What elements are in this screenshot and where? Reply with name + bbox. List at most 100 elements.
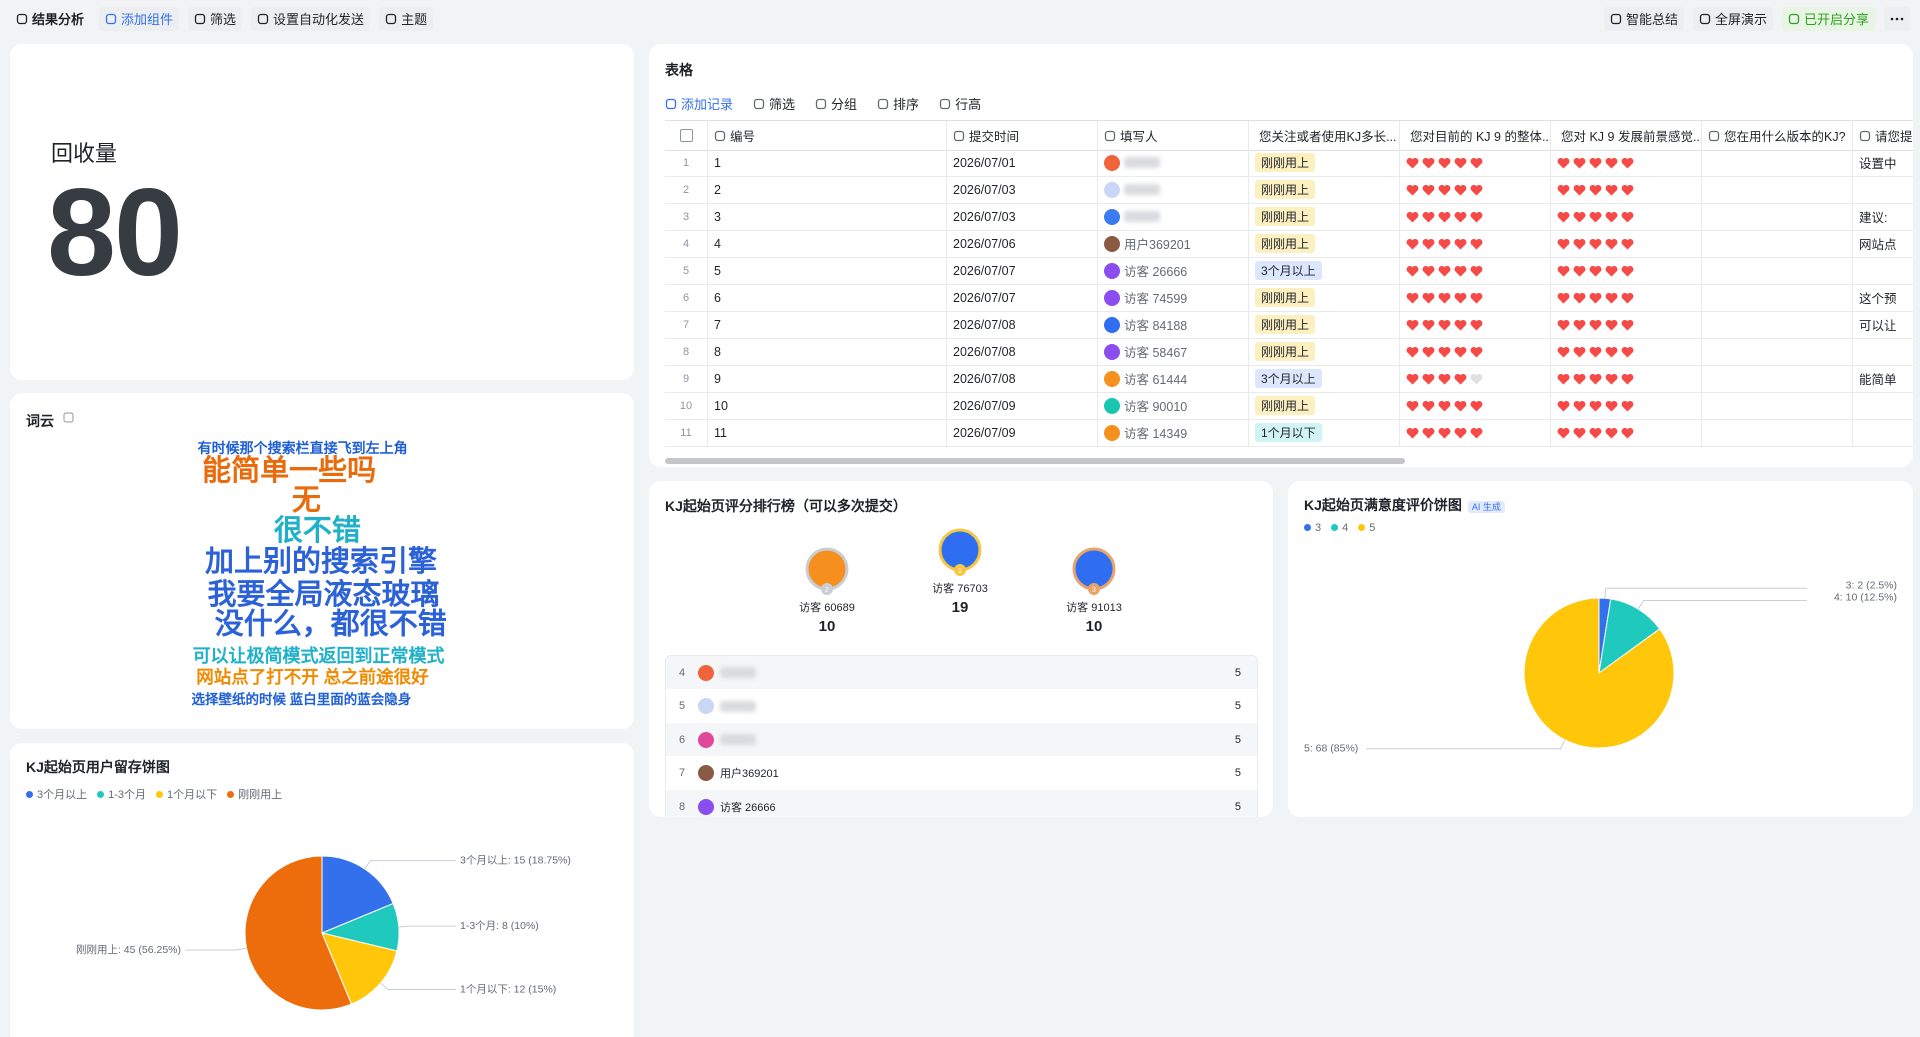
rank-badge [954, 564, 966, 576]
table-cell: 9 [708, 365, 947, 392]
table-tool[interactable]: 添加记录 [665, 94, 733, 113]
table-cell [1400, 149, 1551, 176]
heart-shape [1438, 184, 1451, 195]
table-cell: 11 [708, 419, 947, 446]
table-card: 表格 添加记录 筛选 分组 排序 行高 编号 提交时间 填写人 您关注或者使用KJ多长... 您… [649, 44, 1913, 467]
rating [1557, 157, 1634, 169]
table-cell: 设置中 [1853, 149, 1913, 176]
row-index: 1 [665, 149, 708, 176]
heart [1621, 319, 1634, 330]
legend-swatch [227, 791, 235, 798]
heart [1406, 373, 1419, 384]
toolbar-button[interactable]: 筛选 [188, 6, 243, 31]
avatar [1104, 316, 1120, 333]
heart [1557, 184, 1570, 195]
toolbar-button[interactable]: 设置自动化发送 [251, 6, 371, 31]
column-name: 您关注或者使用KJ多长... [1259, 130, 1397, 144]
table-tool[interactable]: 排序 [877, 94, 919, 113]
word: 加上别的搜索引擎 [205, 544, 437, 578]
heart [1438, 157, 1451, 168]
option-tag: 3个月以上 [1255, 369, 1322, 388]
heart-shape [1470, 292, 1483, 303]
heart-shape [1438, 373, 1451, 384]
heart [1438, 184, 1451, 195]
toolbar-button[interactable]: 全屏演示 [1692, 6, 1773, 31]
icon-shape [815, 98, 827, 109]
toolbar-button[interactable]: 智能总结 [1603, 6, 1684, 31]
header-cell[interactable]: 编号 [708, 121, 947, 150]
header-cell[interactable]: 请您提 [1853, 121, 1913, 150]
heart-shape [1557, 292, 1570, 303]
table-cell: 1 [708, 149, 947, 176]
blurred-name [720, 700, 756, 712]
avatar [698, 765, 714, 781]
heart [1406, 265, 1419, 276]
leader-line [398, 925, 456, 928]
icon [714, 130, 726, 141]
legend-label: 5 [1369, 522, 1376, 534]
heart [1573, 157, 1586, 168]
toolbar-button[interactable]: 已开启分享 [1781, 6, 1875, 31]
icon [1699, 13, 1711, 24]
header-cell[interactable]: 您对 KJ 9 发展前景感觉... [1551, 121, 1702, 150]
column-name: 您对目前的 KJ 9 的整体... [1410, 130, 1551, 144]
table-cell: 这个预 [1853, 284, 1913, 311]
data-label: 3: 2 (2.5%) [1846, 579, 1897, 591]
table-cell: 刚刚用上 [1249, 311, 1400, 338]
toolbar-button[interactable]: 添加组件 [99, 6, 180, 31]
table-cell [1551, 311, 1702, 338]
header-cell[interactable]: 您在用什么版本的KJ? [1702, 121, 1853, 150]
icon [939, 98, 951, 109]
more-button[interactable] [1884, 6, 1910, 31]
table-cell [1098, 176, 1249, 203]
heart [1438, 346, 1451, 357]
legend-label: 3 [1315, 522, 1322, 534]
heart [1605, 400, 1618, 411]
checkbox[interactable] [679, 129, 693, 142]
avatar [1104, 397, 1120, 414]
legend-label: 4 [1342, 522, 1349, 534]
score: 10 [819, 618, 836, 635]
name: 访客 91013 [1066, 600, 1122, 614]
rank: 5 [678, 700, 686, 712]
table-cell: 2026/07/08 [947, 365, 1098, 392]
table-tool[interactable]: 筛选 [753, 94, 795, 113]
header-cell[interactable]: 填写人 [1098, 121, 1249, 150]
heart-shape [1454, 184, 1467, 195]
header-cell[interactable]: 提交时间 [947, 121, 1098, 150]
table-cell [1702, 203, 1853, 230]
toolbar-button[interactable]: 结果分析 [10, 7, 90, 31]
legend: 3 4 5 [1304, 522, 1375, 534]
heart [1454, 238, 1467, 249]
row-index: 8 [665, 338, 708, 365]
heart-shape [1621, 346, 1634, 357]
table-cell [1551, 230, 1702, 257]
heart-shape [1573, 157, 1586, 168]
score: 5 [1234, 800, 1241, 813]
heart [1406, 184, 1419, 195]
name: 访客 76703 [932, 581, 988, 595]
rating [1557, 265, 1634, 277]
heart-shape [1589, 211, 1602, 222]
toolbar-button[interactable]: 主题 [379, 6, 434, 31]
icon [877, 98, 889, 109]
header-cell[interactable]: 您关注或者使用KJ多长... [1249, 121, 1400, 150]
button-label: 已开启分享 [1803, 12, 1869, 27]
table-cell: 刚刚用上 [1249, 149, 1400, 176]
table-cell: 访客 61444 [1098, 365, 1249, 392]
heart [1589, 184, 1602, 195]
table-tool[interactable]: 行高 [939, 94, 981, 113]
heart-shape [1470, 319, 1483, 330]
heart-shape [1470, 346, 1483, 357]
heart-shape [1573, 238, 1586, 249]
header-cell[interactable]: 您对目前的 KJ 9 的整体... [1400, 121, 1551, 150]
row-index: 6 [665, 284, 708, 311]
heart [1605, 427, 1618, 438]
icon [665, 98, 677, 109]
heart [1470, 427, 1483, 438]
table-tool[interactable]: 分组 [815, 94, 857, 113]
word: 很不错 [274, 514, 361, 547]
heart-shape [1470, 427, 1483, 438]
heart-shape [1438, 211, 1451, 222]
